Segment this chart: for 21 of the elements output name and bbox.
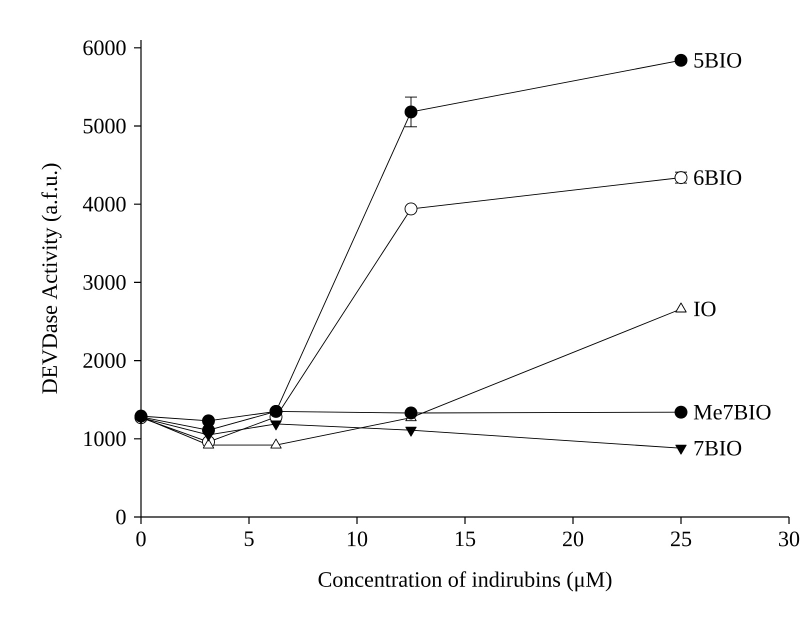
- x-tick-label: 0: [136, 532, 146, 546]
- x-tick-label: 5: [244, 532, 254, 546]
- series-label: 6BIO: [694, 170, 742, 186]
- y-tick-label: 6000: [83, 40, 126, 56]
- x-axis-title: Concentration of indirubins (μM): [318, 571, 612, 592]
- x-tick-label: 30: [779, 532, 800, 546]
- series-label: 7BIO: [694, 440, 742, 456]
- x-tick-label: 10: [348, 532, 368, 546]
- y-tick-label: 5000: [84, 118, 126, 134]
- y-tick-label: 3000: [84, 274, 126, 290]
- x-tick-label: 15: [456, 532, 476, 546]
- series-label: Me7BIO: [694, 404, 771, 420]
- y-tick-label: 1000: [84, 431, 126, 446]
- x-tick-label: 25: [670, 532, 692, 546]
- y-tick-label: 2000: [83, 353, 126, 368]
- y-axis-title: DEVDase Activity (a.f.u.): [41, 164, 62, 394]
- x-tick-label: 20: [562, 532, 584, 546]
- y-tick-label: 4000: [82, 196, 126, 212]
- series-label: IO: [694, 302, 716, 316]
- series-label: 5BIO: [694, 52, 742, 68]
- y-tick-label: 0: [116, 510, 126, 524]
